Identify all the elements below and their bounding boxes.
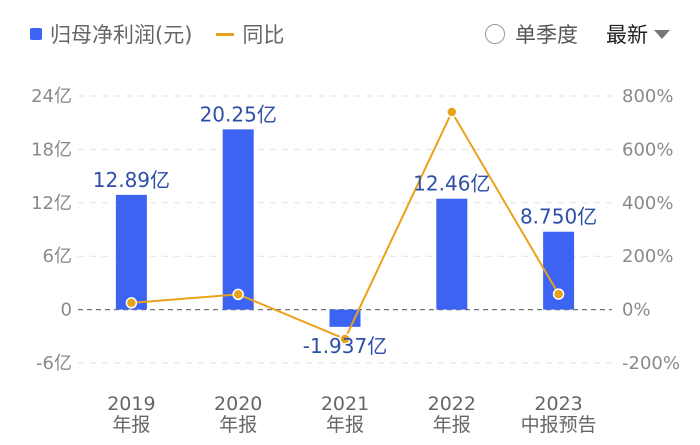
bar-data-label: 20.25亿 <box>200 102 277 126</box>
legend-line-swatch <box>216 32 235 36</box>
x-tick-report: 中报预告 <box>521 414 597 436</box>
x-tick-report: 年报 <box>433 414 471 436</box>
sort-dropdown[interactable]: 最新 <box>606 19 670 49</box>
yoy-point <box>232 288 244 301</box>
legend: 归母净利润(元) 同比 <box>30 20 284 48</box>
sort-label: 最新 <box>606 23 648 47</box>
y-left-tick-label: 12亿 <box>31 193 72 214</box>
x-tick-year: 2021 <box>321 393 369 415</box>
x-tick-year: 2020 <box>214 393 262 415</box>
season-radio[interactable] <box>485 24 505 44</box>
y-right-tick-label: 400% <box>622 193 673 214</box>
yoy-point <box>552 288 565 300</box>
legend-bar-label: 归母净利润(元) <box>50 23 193 47</box>
legend-bar-swatch <box>30 28 42 40</box>
y-left-tick-label: 6亿 <box>43 246 72 267</box>
yoy-line <box>131 109 560 341</box>
x-tick-report: 年报 <box>326 414 364 436</box>
x-tick-year: 2019 <box>107 393 155 415</box>
y-left-tick-label: 18亿 <box>31 139 72 160</box>
bar <box>436 198 468 310</box>
yoy-point <box>125 297 138 309</box>
bar <box>115 194 147 310</box>
bar-data-label: -1.937亿 <box>303 334 387 358</box>
y-right-tick-label: 800% <box>622 86 673 107</box>
x-tick-report: 年报 <box>112 414 150 436</box>
y-right-tick-label: -200% <box>622 353 680 374</box>
yoy-point <box>339 333 351 345</box>
x-tick-year: 2022 <box>428 393 476 415</box>
season-label[interactable]: 单季度 <box>515 23 578 47</box>
bar-data-label: 12.89亿 <box>93 168 170 192</box>
bar-data-label: 8.750亿 <box>520 205 597 229</box>
chevron-down-icon <box>654 29 670 39</box>
bar <box>222 129 254 310</box>
x-tick-report: 年报 <box>219 414 257 436</box>
legend-line-label: 同比 <box>242 23 285 47</box>
chart-controls: 单季度 最新 <box>485 18 670 50</box>
y-left-tick-label: 0 <box>61 300 72 321</box>
y-left-tick-label: 24亿 <box>31 86 72 107</box>
y-right-tick-label: 600% <box>622 139 673 160</box>
yoy-point <box>446 106 458 118</box>
x-tick-year: 2023 <box>534 393 582 415</box>
bar-data-label: 12.46亿 <box>413 172 490 196</box>
y-left-tick-label: -6亿 <box>36 353 72 374</box>
y-right-tick-label: 0% <box>622 300 651 321</box>
y-right-tick-label: 200% <box>622 246 673 267</box>
